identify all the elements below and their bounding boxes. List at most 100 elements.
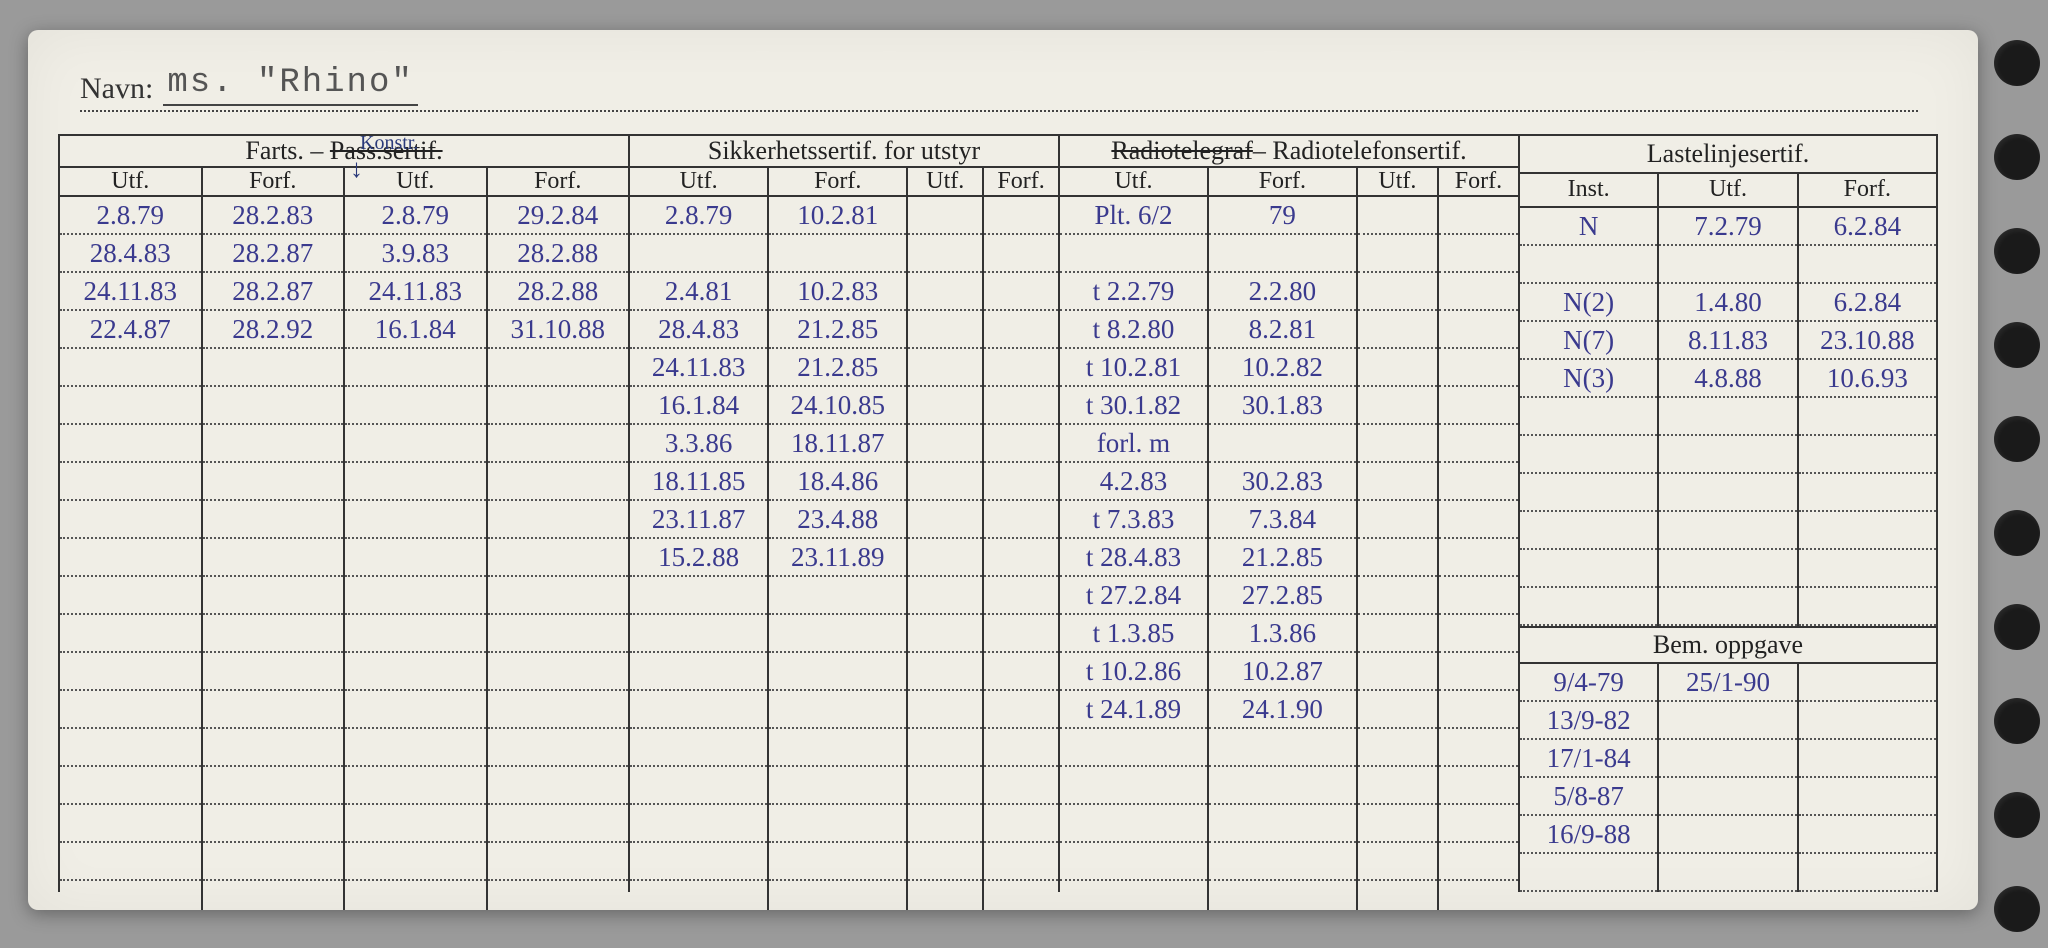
data-cell: 10.2.83 [769, 273, 906, 311]
data-cell [1358, 729, 1437, 767]
data-cell [203, 691, 344, 729]
bem-oppgave-title: Bem. oppgave [1520, 626, 1936, 664]
data-cell: 23.4.88 [769, 501, 906, 539]
data-cell: t 10.2.86 [1060, 653, 1207, 691]
data-cell [630, 615, 767, 653]
data-cell [488, 615, 629, 653]
data-cell [1799, 588, 1936, 626]
data-cell [1209, 767, 1356, 805]
hole [1994, 698, 2040, 744]
data-cell [345, 767, 486, 805]
data-cell [984, 691, 1058, 729]
data-cell: 25/1-90 [1659, 664, 1796, 702]
data-cell [1520, 246, 1657, 284]
data-cell [1439, 767, 1518, 805]
section-farts-title: Farts. – Pass.sertif. Konstr. ↓ [60, 136, 628, 168]
data-cell [60, 501, 201, 539]
data-cell [1358, 653, 1437, 691]
data-cell [345, 729, 486, 767]
data-cell [1659, 702, 1796, 740]
data-cell: 7.3.84 [1209, 501, 1356, 539]
data-cell [488, 539, 629, 577]
data-cell [1799, 512, 1936, 550]
data-cell [908, 349, 982, 387]
data-cell: 29.2.84 [488, 197, 629, 235]
sub-utf: Utf. [345, 168, 488, 195]
data-cell: 2.8.79 [630, 197, 767, 235]
data-cell [488, 501, 629, 539]
data-cell [1520, 550, 1657, 588]
data-cell: 22.4.87 [60, 311, 201, 349]
data-cell [1358, 843, 1437, 881]
data-cell [1659, 588, 1796, 626]
data-cell: 13/9-82 [1520, 702, 1657, 740]
data-cell: 16/9-88 [1520, 816, 1657, 854]
ship-name: ms. "Rhino" [163, 64, 417, 106]
data-cell [203, 577, 344, 615]
data-cell [908, 691, 982, 729]
data-cell [1439, 387, 1518, 425]
data-column [984, 197, 1058, 910]
hole [1994, 228, 2040, 274]
data-cell [908, 425, 982, 463]
data-cell [345, 425, 486, 463]
data-cell [1358, 463, 1437, 501]
data-cell [1358, 235, 1437, 273]
data-cell: 24.11.83 [60, 273, 201, 311]
data-cell [630, 653, 767, 691]
data-cell [203, 805, 344, 843]
data-cell [984, 311, 1058, 349]
radio-body: Plt. 6/2t 2.2.79t 8.2.80t 10.2.81t 30.1.… [1060, 197, 1518, 910]
record-card: Navn: ms. "Rhino" Farts. – Pass.sertif. … [28, 30, 1978, 910]
data-column: 2.8.7928.4.8324.11.8322.4.87 [60, 197, 203, 910]
data-cell: 6.2.84 [1799, 284, 1936, 322]
data-cell [1439, 615, 1518, 653]
data-cell [1799, 816, 1936, 854]
farts-annotation: Konstr. [360, 132, 418, 155]
data-cell: 79 [1209, 197, 1356, 235]
data-cell: 24.11.83 [630, 349, 767, 387]
arrow-annotation: ↓ [350, 154, 363, 184]
data-cell [1659, 246, 1796, 284]
data-column: 7.2.791.4.808.11.834.8.88 [1659, 208, 1798, 626]
data-cell [769, 653, 906, 691]
data-cell [1439, 577, 1518, 615]
data-cell: 23.11.89 [769, 539, 906, 577]
data-cell [1799, 246, 1936, 284]
data-cell [1659, 816, 1796, 854]
hole [1994, 510, 2040, 556]
data-cell [488, 881, 629, 910]
data-cell [203, 843, 344, 881]
data-cell [488, 843, 629, 881]
data-cell: 9/4-79 [1520, 664, 1657, 702]
data-cell [908, 197, 982, 235]
data-cell [984, 387, 1058, 425]
section-laste: Lastelinjesertif. Inst. Utf. Forf. NN(2)… [1520, 136, 1936, 892]
data-cell: t 27.2.84 [1060, 577, 1207, 615]
data-cell [203, 653, 344, 691]
data-cell: 1.3.86 [1209, 615, 1356, 653]
data-cell [769, 767, 906, 805]
hole [1994, 134, 2040, 180]
sikkerhet-subheaders: Utf. Forf. Utf. Forf. [630, 168, 1058, 197]
data-cell [1060, 881, 1207, 910]
data-cell: 16.1.84 [345, 311, 486, 349]
data-cell [1799, 436, 1936, 474]
data-cell [1439, 501, 1518, 539]
data-cell [908, 501, 982, 539]
data-cell [60, 881, 201, 910]
sub-utf: Utf. [908, 168, 984, 195]
data-cell [203, 539, 344, 577]
data-cell [1799, 474, 1936, 512]
data-cell [1659, 398, 1796, 436]
data-cell: 7.2.79 [1659, 208, 1796, 246]
data-cell [1209, 425, 1356, 463]
data-cell: N(2) [1520, 284, 1657, 322]
data-column [1799, 664, 1936, 892]
data-cell [1799, 740, 1936, 778]
data-column: 2.8.792.4.8128.4.8324.11.8316.1.843.3.86… [630, 197, 769, 910]
sub-forf: Forf. [1439, 168, 1518, 195]
data-cell [1520, 398, 1657, 436]
sub-utf: Utf. [630, 168, 769, 195]
data-cell [1799, 854, 1936, 892]
